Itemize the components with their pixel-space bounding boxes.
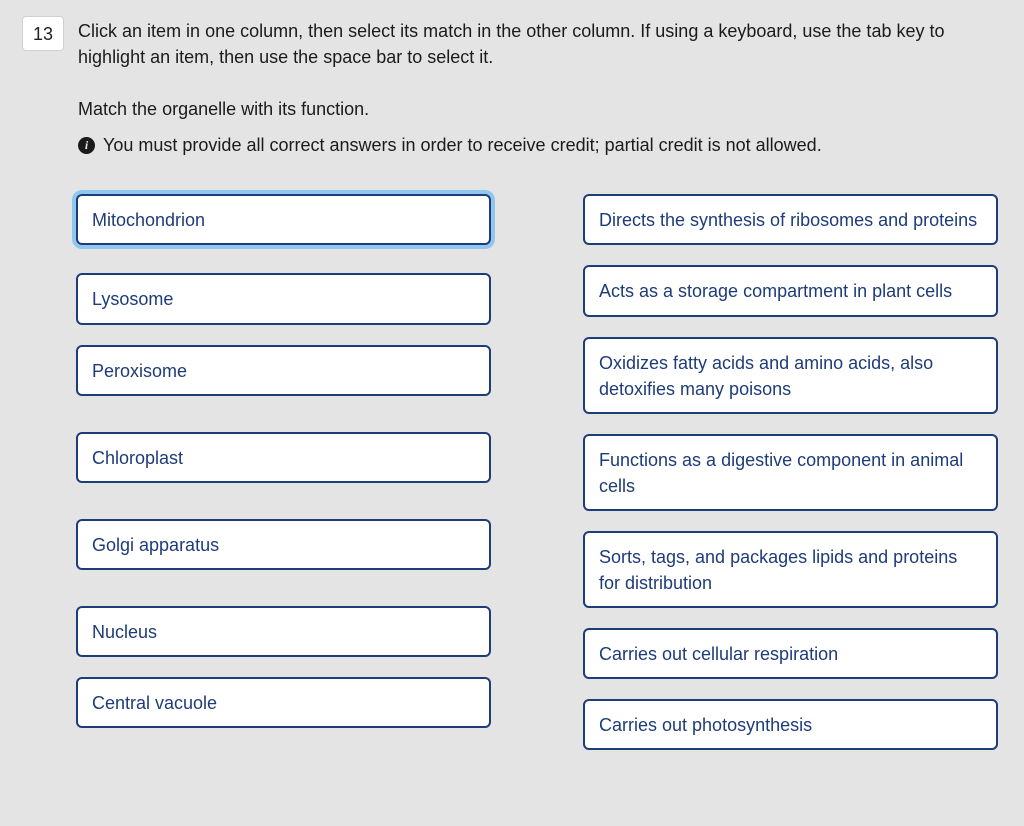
credit-note: i You must provide all correct answers i…: [78, 132, 998, 158]
question-number: 13: [22, 16, 64, 51]
left-item[interactable]: Chloroplast: [76, 432, 491, 483]
left-item[interactable]: Golgi apparatus: [76, 519, 491, 570]
right-item[interactable]: Carries out cellular respiration: [583, 628, 998, 679]
right-item[interactable]: Acts as a storage compartment in plant c…: [583, 265, 998, 316]
header-text: Click an item in one column, then select…: [78, 18, 998, 180]
left-item-label: Nucleus: [92, 619, 157, 645]
right-item[interactable]: Oxidizes fatty acids and amino acids, al…: [583, 337, 998, 414]
right-item[interactable]: Directs the synthesis of ribosomes and p…: [583, 194, 998, 245]
question-header: 13 Click an item in one column, then sel…: [22, 18, 998, 180]
right-item-label: Carries out cellular respiration: [599, 641, 838, 667]
left-item-label: Chloroplast: [92, 445, 183, 471]
left-item-label: Golgi apparatus: [92, 532, 219, 558]
left-item[interactable]: Nucleus: [76, 606, 491, 657]
left-item[interactable]: Central vacuole: [76, 677, 491, 728]
right-column: Directs the synthesis of ribosomes and p…: [583, 194, 998, 750]
right-item-label: Directs the synthesis of ribosomes and p…: [599, 207, 977, 233]
right-item-label: Functions as a digestive component in an…: [599, 447, 982, 499]
left-item-label: Central vacuole: [92, 690, 217, 716]
left-column: Mitochondrion Lysosome Peroxisome Chloropla…: [76, 194, 491, 750]
left-item[interactable]: Mitochondrion: [76, 194, 491, 245]
right-item[interactable]: Functions as a digestive component in an…: [583, 434, 998, 511]
prompt-text: Match the organelle with its function.: [78, 96, 998, 122]
match-columns: Mitochondrion Lysosome Peroxisome Chloropla…: [76, 194, 998, 750]
left-item-label: Mitochondrion: [92, 207, 205, 233]
question-container: 13 Click an item in one column, then sel…: [0, 0, 1024, 772]
right-item-label: Oxidizes fatty acids and amino acids, al…: [599, 350, 982, 402]
left-item-label: Lysosome: [92, 286, 173, 312]
right-item[interactable]: Carries out photosynthesis: [583, 699, 998, 750]
left-item[interactable]: Lysosome: [76, 273, 491, 324]
right-item[interactable]: Sorts, tags, and packages lipids and pro…: [583, 531, 998, 608]
right-item-label: Acts as a storage compartment in plant c…: [599, 278, 952, 304]
credit-note-text: You must provide all correct answers in …: [103, 132, 998, 158]
right-item-label: Carries out photosynthesis: [599, 712, 812, 738]
instructions-text: Click an item in one column, then select…: [78, 18, 998, 70]
left-item[interactable]: Peroxisome: [76, 345, 491, 396]
info-icon: i: [78, 137, 95, 154]
right-item-label: Sorts, tags, and packages lipids and pro…: [599, 544, 982, 596]
left-item-label: Peroxisome: [92, 358, 187, 384]
